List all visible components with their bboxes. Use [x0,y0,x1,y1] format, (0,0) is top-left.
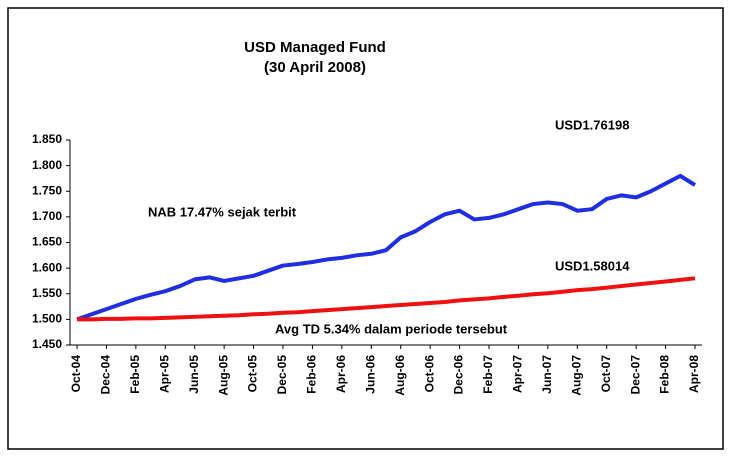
y-tick-label: 1.550 [32,286,62,300]
y-tick-label: 1.600 [32,260,62,274]
x-tick-label: Feb-07 [481,355,495,394]
x-tick-label: Feb-06 [305,355,319,394]
y-tick-label: 1.750 [32,183,62,197]
annotation: Avg TD 5.34% dalam periode tersebut [275,321,508,336]
x-tick-label: Oct-07 [599,355,613,393]
x-tick-label: Jun-05 [187,355,201,394]
x-tick-label: Aug-05 [216,355,230,396]
x-tick-label: Oct-04 [69,355,83,393]
y-tick-label: 1.850 [32,132,62,146]
x-tick-label: Oct-05 [246,355,260,393]
x-tick-label: Aug-06 [393,355,407,396]
x-tick-label: Jun-06 [363,355,377,394]
chart-title: USD Managed Fund [244,39,386,56]
x-tick-label: Apr-08 [687,355,701,393]
y-tick-label: 1.800 [32,158,62,172]
y-tick-label: 1.500 [32,312,62,326]
x-tick-label: Feb-05 [128,355,142,394]
x-tick-label: Dec-06 [452,355,466,395]
x-tick-label: Dec-04 [99,355,113,395]
chart-frame [7,7,724,450]
x-tick-label: Jun-07 [540,355,554,394]
annotation: USD1.76198 [555,117,629,132]
x-tick-label: Dec-05 [275,355,289,395]
y-tick-label: 1.700 [32,209,62,223]
x-tick-label: Apr-07 [511,355,525,393]
x-tick-label: Oct-06 [422,355,436,393]
y-tick-label: 1.450 [32,337,62,351]
x-tick-label: Dec-07 [628,355,642,395]
chart-subtitle: (30 April 2008) [264,59,366,76]
x-tick-label: Feb-08 [658,355,672,394]
y-tick-label: 1.650 [32,235,62,249]
annotation: USD1.58014 [555,258,630,273]
series-line [77,276,696,322]
series-line [76,173,697,322]
x-tick-label: Apr-06 [334,355,348,393]
annotation: NAB 17.47% sejak terbit [148,204,297,219]
x-tick-label: Apr-05 [157,355,171,393]
x-tick-label: Aug-07 [569,355,583,396]
